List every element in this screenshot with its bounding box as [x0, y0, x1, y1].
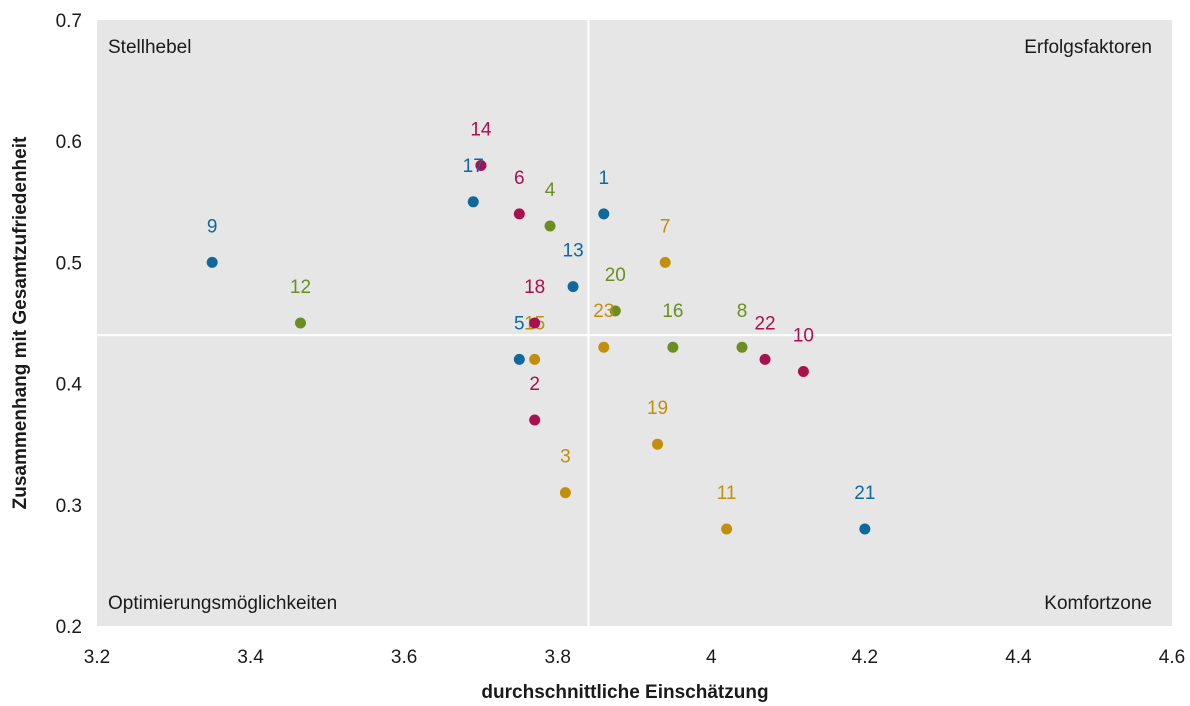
data-point-label: 8: [737, 301, 748, 322]
data-point: [206, 256, 218, 268]
x-tick-label: 4.4: [1005, 647, 1032, 668]
data-point-label: 14: [470, 119, 492, 140]
data-point: [859, 523, 871, 535]
x-axis-label: durchschnittliche Einschätzung: [481, 682, 768, 703]
x-tick-label: 4.6: [1159, 647, 1185, 668]
data-point-label: 10: [793, 325, 814, 346]
data-point: [567, 281, 579, 293]
data-point: [736, 341, 748, 353]
data-point-label: 13: [563, 241, 584, 262]
data-point: [467, 196, 479, 208]
data-point: [529, 414, 541, 426]
data-point-label: 20: [605, 265, 626, 286]
data-point-label: 17: [463, 156, 484, 177]
data-point: [559, 487, 571, 499]
x-tick-label: 4.2: [852, 647, 878, 668]
quadrant-label-top-left: Stellhebel: [108, 37, 191, 58]
plot-background: [97, 20, 1172, 626]
data-point: [529, 317, 541, 329]
y-tick-label: 0.5: [56, 253, 82, 274]
data-point: [797, 365, 809, 377]
data-point-label: 9: [207, 216, 218, 237]
data-point-label: 3: [560, 447, 571, 468]
data-point: [294, 317, 306, 329]
data-point-label: 18: [524, 277, 545, 298]
data-point-label: 23: [593, 301, 614, 322]
y-tick-label: 0.4: [56, 375, 83, 396]
data-point-label: 22: [754, 313, 775, 334]
data-point: [609, 305, 621, 317]
data-point: [659, 256, 671, 268]
data-point: [598, 341, 610, 353]
data-point-label: 21: [854, 483, 875, 504]
data-point: [598, 208, 610, 220]
data-point: [721, 523, 733, 535]
x-tick-label: 3.6: [391, 647, 417, 668]
data-point-label: 6: [514, 168, 525, 189]
data-point: [513, 353, 525, 365]
quadrant-label-bottom-right: Komfortzone: [1044, 593, 1152, 614]
x-tick-label: 3.4: [237, 647, 264, 668]
quadrant-label-top-right: Erfolgsfaktoren: [1024, 37, 1152, 58]
data-point: [759, 353, 771, 365]
x-tick-label: 3.8: [545, 647, 571, 668]
data-point: [544, 220, 556, 232]
data-point: [475, 159, 487, 171]
data-point-label: 4: [545, 180, 556, 201]
data-point-label: 11: [717, 483, 737, 504]
data-point: [652, 438, 664, 450]
y-axis-ticks: 0.2 0.3 0.4 0.5 0.6 0.7: [56, 11, 83, 638]
data-point: [513, 208, 525, 220]
y-axis-label: Zusammenhang mit Gesamtzufriedenheit: [10, 136, 31, 509]
y-tick-label: 0.7: [56, 11, 82, 32]
data-points: 1234567891011121314151617181920212223: [206, 119, 875, 535]
y-tick-label: 0.6: [56, 132, 82, 153]
data-point-label: 7: [660, 216, 671, 237]
data-point-label: 19: [647, 398, 668, 419]
x-axis-ticks: 3.2 3.4 3.6 3.8 4 4.2 4.4 4.6: [84, 647, 1185, 668]
data-point: [529, 353, 541, 365]
data-point-label: 1: [598, 168, 609, 189]
y-tick-label: 0.2: [56, 617, 82, 638]
data-point-label: 16: [662, 301, 683, 322]
data-point: [667, 341, 679, 353]
x-tick-label: 3.2: [84, 647, 110, 668]
data-point-label: 12: [290, 277, 311, 298]
quadrant-label-bottom-left: Optimierungsmöglichkeiten: [108, 593, 337, 614]
data-point-label: 5: [514, 313, 525, 334]
x-tick-label: 4: [706, 647, 717, 668]
y-tick-label: 0.3: [56, 496, 82, 517]
data-point-label: 2: [529, 374, 540, 395]
